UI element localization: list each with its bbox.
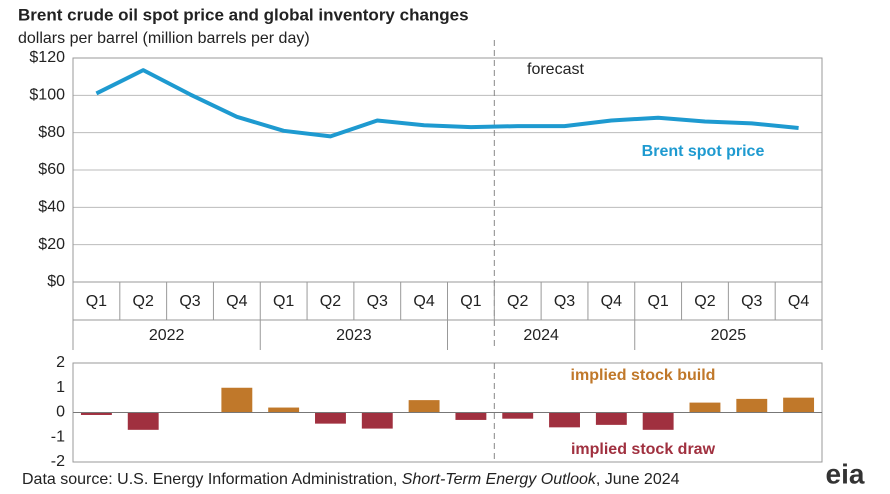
y-tick-label: 0 xyxy=(56,404,65,421)
x-tick-label: Q3 xyxy=(367,293,388,310)
source-publication: Short-Term Energy Outlook xyxy=(402,471,597,488)
price-line xyxy=(95,68,799,139)
bar xyxy=(642,412,674,430)
source-prefix: Data source: U.S. Energy Information Adm… xyxy=(22,471,402,488)
bar xyxy=(268,407,300,413)
annotation: implied stock build xyxy=(571,367,716,384)
bar xyxy=(736,398,768,413)
bar xyxy=(689,402,721,413)
y-tick-label: $20 xyxy=(38,236,65,253)
x-tick-label: Q3 xyxy=(741,293,762,310)
forecast-label: forecast xyxy=(527,61,584,78)
x-group-label: 2025 xyxy=(711,327,747,344)
x-tick-label: Q4 xyxy=(226,293,247,310)
y-tick-label: $100 xyxy=(29,87,65,104)
x-tick-label: Q1 xyxy=(273,293,294,310)
x-tick-label: Q2 xyxy=(320,293,341,310)
x-tick-label: Q3 xyxy=(179,293,200,310)
y-tick-label: $40 xyxy=(38,199,65,216)
bar xyxy=(221,387,253,413)
x-tick-label: Q4 xyxy=(601,293,622,310)
y-tick-label: $0 xyxy=(47,273,65,290)
bar xyxy=(127,412,159,430)
y-tick-label: $80 xyxy=(38,124,65,141)
x-tick-label: Q4 xyxy=(413,293,434,310)
bar xyxy=(408,400,440,413)
bar xyxy=(549,412,580,428)
x-tick-label: Q4 xyxy=(788,293,809,310)
annotation: implied stock draw xyxy=(571,441,716,458)
y-tick-label: $60 xyxy=(38,161,65,178)
logo: eia xyxy=(826,458,865,489)
y-tick-label: 1 xyxy=(56,379,65,396)
x-tick-label: Q1 xyxy=(647,293,668,310)
bar xyxy=(315,412,346,424)
x-tick-label: Q2 xyxy=(694,293,715,310)
y-tick-label: $120 xyxy=(29,49,65,66)
x-tick-label: Q2 xyxy=(507,293,528,310)
x-group-label: 2024 xyxy=(523,327,559,344)
x-group-label: 2022 xyxy=(149,327,185,344)
y-tick-label: -1 xyxy=(51,428,65,445)
bar xyxy=(502,412,534,419)
x-tick-label: Q2 xyxy=(133,293,154,310)
source: Data source: U.S. Energy Information Adm… xyxy=(22,471,680,488)
y-tick-label: -2 xyxy=(51,453,65,470)
chart-title: Brent crude oil spot price and global in… xyxy=(18,5,469,24)
chart-subtitle: dollars per barrel (million barrels per … xyxy=(18,30,310,47)
bar xyxy=(361,412,393,429)
bar xyxy=(455,412,487,420)
bar xyxy=(783,397,815,413)
source-suffix: , June 2024 xyxy=(596,471,680,488)
y-tick-label: 2 xyxy=(56,354,65,371)
x-tick-label: Q1 xyxy=(86,293,107,310)
bar xyxy=(595,412,627,425)
x-tick-label: Q1 xyxy=(460,293,481,310)
x-group-label: 2023 xyxy=(336,327,372,344)
bar xyxy=(80,412,112,415)
series-label: Brent spot price xyxy=(642,143,765,160)
x-tick-label: Q3 xyxy=(554,293,575,310)
